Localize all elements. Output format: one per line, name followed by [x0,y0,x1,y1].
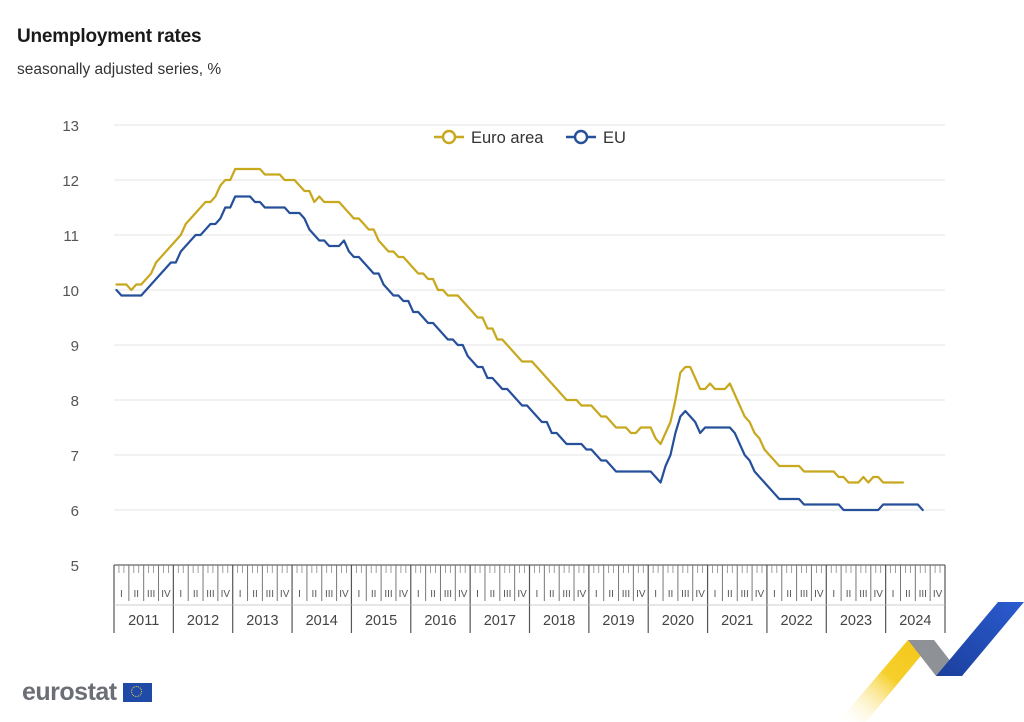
y-tick-label: 12 [62,173,79,190]
quarter-label: IV [458,589,468,600]
quarter-label: I [357,589,360,600]
quarter-label: III [622,589,630,600]
year-label: 2013 [246,613,278,629]
year-label: 2021 [721,613,753,629]
quarter-label: II [252,589,258,600]
chart-subtitle: seasonally adjusted series, % [17,61,222,78]
quarter-label: III [859,589,867,600]
y-tick-label: 9 [71,338,79,355]
quarter-label: I [417,589,420,600]
quarter-label: III [444,589,452,600]
y-tick-label: 10 [62,283,79,300]
legend-item-eu: EU [566,129,626,147]
quarter-label: III [503,589,511,600]
quarter-label: IV [221,589,231,600]
quarter-label: II [312,589,318,600]
quarter-label: II [490,589,496,600]
quarter-label: IV [399,589,409,600]
quarter-label: IV [814,589,824,600]
quarter-label: II [786,589,792,600]
year-label: 2020 [662,613,694,629]
quarter-label: IV [933,589,943,600]
legend-item-euro-area: Euro area [434,129,544,147]
year-label: 2014 [306,613,338,629]
quarter-label: IV [280,589,290,600]
year-label: 2012 [187,613,219,629]
year-label: 2022 [780,613,812,629]
eurostat-brand-ribbon-icon [838,602,1024,722]
eu-flag-icon [122,683,152,702]
eurostat-logo: eurostat [22,678,152,707]
year-label: 2011 [128,613,159,629]
quarter-label: II [608,589,614,600]
chart-title: Unemployment rates [17,26,202,47]
series-line-euro-area [115,167,905,484]
quarter-label: I [120,589,123,600]
quarter-label: I [773,589,776,600]
legend-label: Euro area [471,129,544,147]
quarter-label: II [905,589,911,600]
legend-marker [573,129,589,145]
quarter-label: III [740,589,748,600]
y-tick-label: 8 [71,393,79,410]
quarter-label: III [325,589,333,600]
brand-name: eurostat [22,678,117,706]
quarter-label: IV [873,589,883,600]
quarter-label: III [266,589,274,600]
y-tick-label: 6 [71,503,79,520]
quarter-label: III [681,589,689,600]
y-tick-label: 13 [62,118,79,135]
quarter-label: II [846,589,852,600]
quarter-label: I [714,589,717,600]
quarter-label: III [147,589,155,600]
quarter-label: III [562,589,570,600]
year-label: 2023 [840,613,872,629]
legend-marker [441,129,457,145]
quarter-label: II [668,589,674,600]
quarter-label: IV [517,589,527,600]
quarter-label: II [549,589,555,600]
quarter-label: II [371,589,377,600]
quarter-label: I [179,589,182,600]
year-label: 2016 [424,613,456,629]
quarter-label: III [384,589,392,600]
year-label: 2019 [602,613,634,629]
quarter-label: III [919,589,927,600]
quarter-label: II [133,589,139,600]
y-tick-label: 5 [71,558,79,575]
quarter-label: I [239,589,242,600]
legend-label: EU [603,129,626,147]
year-label: 2015 [365,613,397,629]
quarter-label: I [536,589,539,600]
quarter-label: II [727,589,733,600]
year-label: 2017 [484,613,516,629]
quarter-label: IV [577,589,587,600]
year-label: 2018 [543,613,575,629]
quarter-label: I [476,589,479,600]
quarter-label: III [800,589,808,600]
quarter-label: III [206,589,214,600]
quarter-label: IV [161,589,171,600]
quarter-label: I [892,589,895,600]
quarter-label: IV [636,589,646,600]
quarter-label: I [595,589,598,600]
quarter-label: I [832,589,835,600]
quarter-label: IV [339,589,349,600]
quarter-label: I [298,589,301,600]
quarter-label: IV [695,589,705,600]
y-tick-label: 7 [71,448,79,465]
quarter-label: I [654,589,657,600]
quarter-label: II [430,589,436,600]
quarter-label: II [193,589,199,600]
quarter-label: IV [755,589,765,600]
series-line-eu [115,195,924,512]
y-tick-label: 11 [63,228,79,245]
year-label: 2024 [899,613,931,629]
